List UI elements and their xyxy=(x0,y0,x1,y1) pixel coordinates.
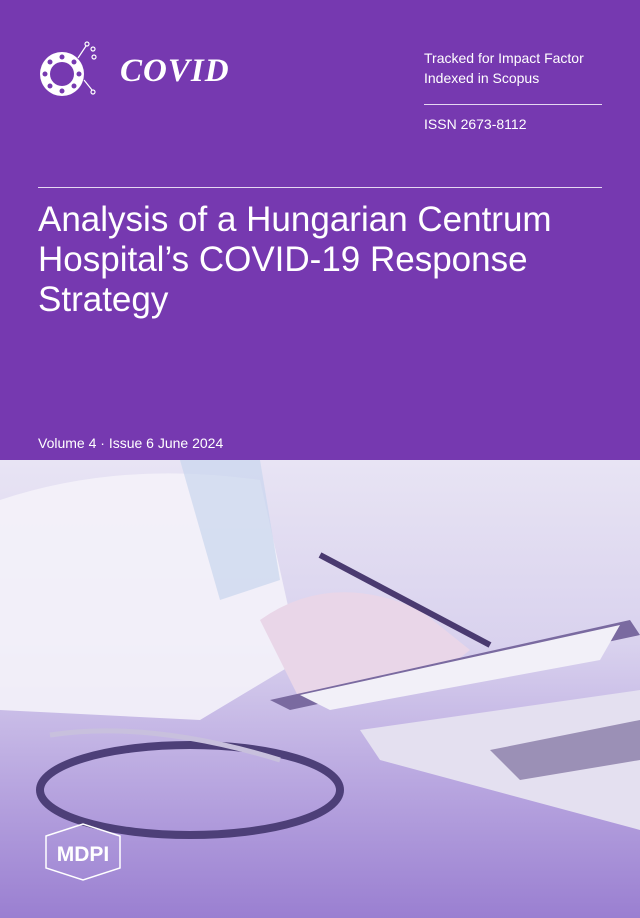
scopus-text: Indexed in Scopus xyxy=(424,70,540,86)
virus-icon xyxy=(40,41,97,96)
issn: ISSN 2673-8112 xyxy=(424,116,527,132)
publisher-name: MDPI xyxy=(57,843,110,866)
impact-factor-text: Tracked for Impact Factor xyxy=(424,50,584,66)
publisher-logo: MDPI xyxy=(38,822,128,887)
issue-info: Volume 4 · Issue 6 June 2024 xyxy=(38,435,224,451)
journal-name: COVID xyxy=(120,52,230,89)
cover-header: COVID Tracked for Impact Factor Indexed … xyxy=(38,40,602,451)
divider xyxy=(424,104,602,105)
article-title: Analysis of a Hungarian Centrum Hospital… xyxy=(38,200,552,319)
doctor-writing-image xyxy=(0,460,640,839)
divider xyxy=(38,187,602,188)
journal-logo: COVID xyxy=(38,40,230,102)
indexing-info: Tracked for Impact Factor Indexed in Sco… xyxy=(424,48,584,88)
cover-photo xyxy=(0,460,640,918)
